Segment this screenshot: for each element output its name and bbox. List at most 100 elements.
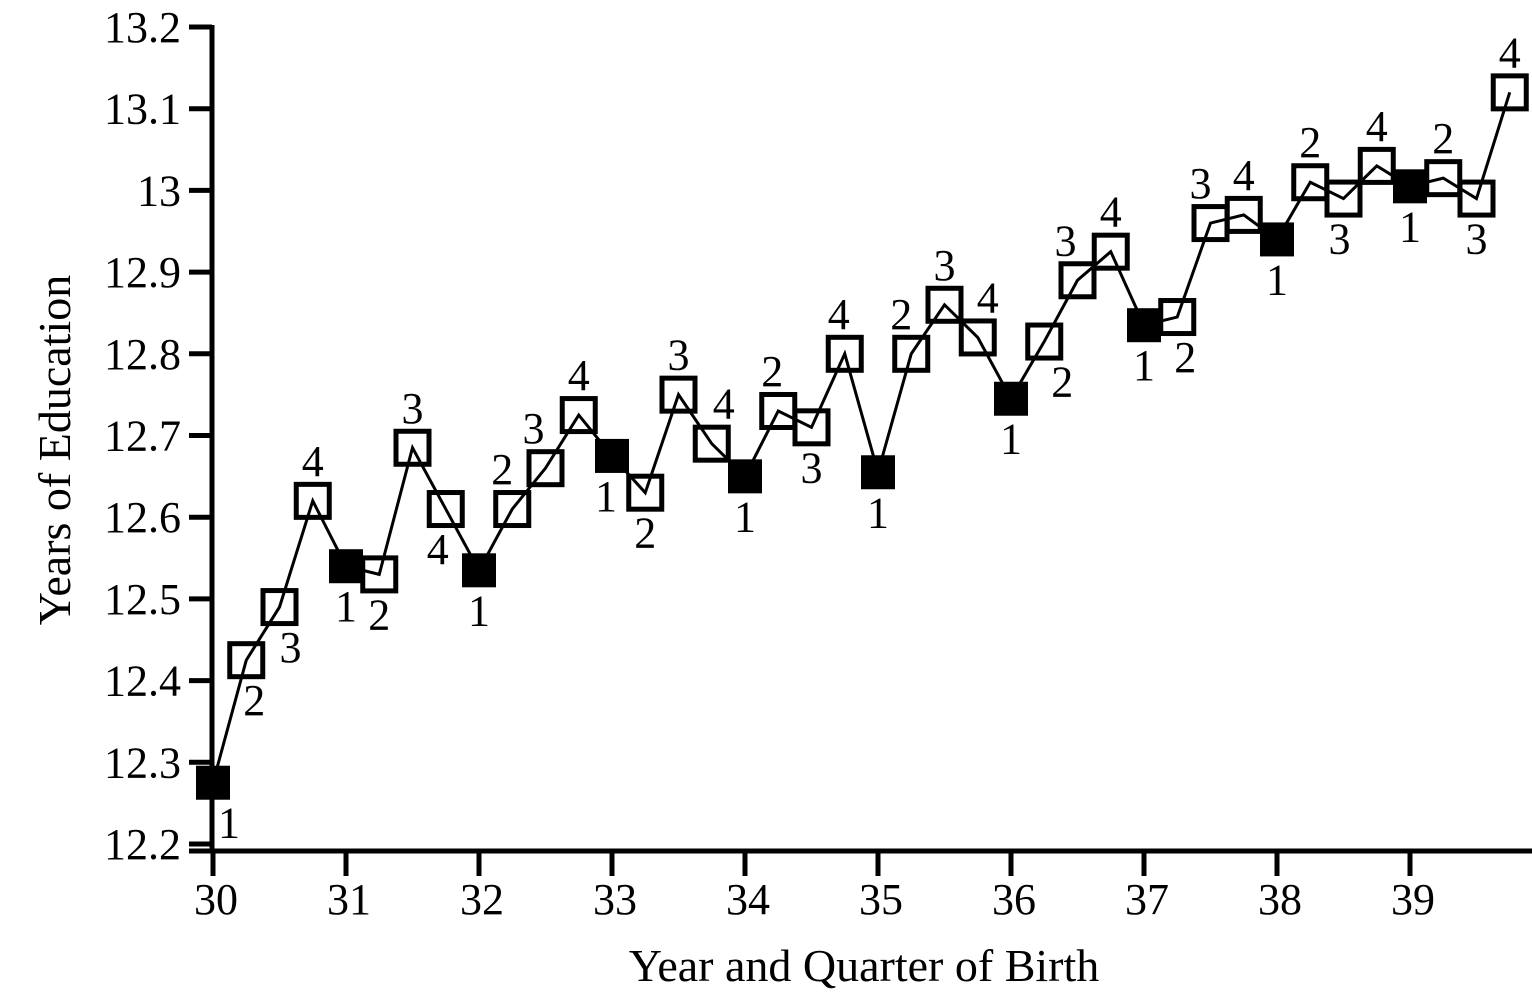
quarter-label-38q3: 3 [1329, 215, 1351, 264]
marker-open-35q3 [925, 285, 964, 324]
quarter-label-34q4: 4 [828, 290, 850, 339]
marker-open-33q2 [626, 473, 665, 512]
y-tick-label: 13.1 [104, 85, 181, 134]
marker-open-37q2 [1158, 298, 1197, 337]
quarter-label-38q4: 4 [1366, 102, 1388, 151]
y-tick-label: 12.3 [104, 738, 181, 787]
y-tick-label: 12.7 [104, 412, 181, 461]
quarter-label-36q2: 2 [1051, 358, 1073, 407]
x-tick-label: 32 [460, 875, 504, 924]
quarter-label-37q3: 3 [1190, 159, 1212, 208]
marker-filled-34q1 [728, 459, 762, 494]
quarter-label-31q4: 4 [427, 525, 449, 574]
quarter-label-36q4: 4 [1100, 188, 1122, 237]
data-line [211, 91, 1512, 784]
x-tick-label: 31 [327, 875, 371, 924]
y-tick-label: 12.5 [104, 575, 181, 624]
quarter-label-30q2: 2 [243, 676, 265, 725]
marker-open-30q3 [260, 588, 299, 627]
marker-open-34q3 [792, 408, 831, 447]
x-tick-label: 33 [593, 875, 637, 924]
quarter-label-33q3: 3 [668, 331, 690, 380]
quarter-label-31q3: 3 [402, 384, 424, 433]
marker-open-39q2 [1424, 159, 1463, 198]
marker-open-36q2 [1025, 322, 1064, 361]
marker-open-31q4 [426, 490, 465, 529]
marker-open-31q2 [360, 555, 399, 594]
marker-open-32q4 [559, 396, 598, 435]
quarter-label-30q4: 4 [302, 437, 324, 486]
marker-open-31q3 [393, 428, 432, 467]
y-tick-label: 12.8 [104, 330, 181, 379]
marker-filled-32q1 [462, 553, 496, 588]
y-tick-label: 12.9 [104, 248, 181, 297]
marker-open-30q2 [227, 641, 266, 680]
y-tick-label: 12.6 [104, 493, 181, 542]
x-tick-label: 39 [1391, 875, 1435, 924]
quarter-label-39q3: 3 [1466, 215, 1488, 264]
quarter-label-35q4: 4 [977, 273, 999, 322]
quarter-label-32q4: 4 [568, 351, 590, 400]
quarter-label-37q2: 2 [1174, 333, 1196, 382]
quarter-label-34q1: 1 [734, 492, 756, 541]
marker-open-35q2 [892, 334, 931, 373]
quarter-label-33q1: 1 [595, 472, 617, 521]
x-tick-label: 34 [726, 875, 770, 924]
quarter-label-30q3: 3 [280, 623, 302, 672]
marker-open-36q4 [1091, 232, 1130, 271]
x-tick-label: 36 [992, 875, 1036, 924]
y-tick-label: 12.2 [104, 820, 181, 869]
x-tick-label: 35 [859, 875, 903, 924]
marker-open-37q4 [1224, 195, 1263, 234]
marker-open-30q4 [293, 481, 332, 520]
marker-open-33q4 [692, 424, 731, 463]
quarter-label-36q1: 1 [1000, 415, 1022, 464]
marker-filled-33q1 [595, 438, 629, 473]
quarter-label-35q2: 2 [890, 290, 912, 339]
y-axis-title: Years of Education [29, 274, 80, 626]
quarter-label-32q1: 1 [468, 586, 490, 635]
marker-filled-37q1 [1127, 308, 1161, 343]
quarter-label-33q4: 4 [713, 380, 735, 429]
quarter-label-32q2: 2 [491, 445, 513, 494]
quarter-label-35q1: 1 [867, 488, 889, 537]
quarter-label-31q1: 1 [335, 582, 357, 631]
quarter-label-30q1: 1 [218, 799, 240, 848]
marker-open-36q3 [1058, 261, 1097, 300]
marker-open-39q4 [1490, 73, 1529, 112]
marker-filled-36q1 [994, 381, 1028, 416]
quarter-label-34q2: 2 [761, 347, 783, 396]
marker-open-35q4 [958, 318, 997, 357]
quarter-label-35q3: 3 [934, 241, 956, 290]
marker-filled-38q1 [1260, 222, 1294, 257]
quarter-label-31q2: 2 [368, 590, 390, 639]
y-tick-label: 13 [137, 166, 181, 215]
marker-filled-35q1 [861, 455, 895, 490]
marker-filled-30q1 [196, 765, 230, 800]
marker-filled-31q1 [329, 549, 363, 584]
quarter-label-32q3: 3 [523, 404, 545, 453]
quarter-label-39q1: 1 [1399, 202, 1421, 251]
marker-filled-39q1 [1393, 169, 1427, 204]
quarter-label-33q2: 2 [634, 509, 656, 558]
quarter-label-37q4: 4 [1233, 151, 1255, 200]
quarter-label-38q1: 1 [1266, 255, 1288, 304]
x-axis-title: Year and Quarter of Birth [628, 940, 1100, 991]
x-tick-label: 30 [194, 875, 238, 924]
quarter-label-34q3: 3 [801, 443, 823, 492]
marker-open-32q2 [493, 490, 532, 529]
marker-open-38q4 [1357, 146, 1396, 185]
marker-open-34q4 [825, 334, 864, 373]
y-tick-label: 12.4 [104, 657, 181, 706]
marker-open-39q3 [1457, 179, 1496, 218]
marker-open-33q3 [659, 375, 698, 414]
marker-open-38q3 [1324, 179, 1363, 218]
quarter-label-37q1: 1 [1133, 341, 1155, 390]
quarter-label-39q4: 4 [1499, 28, 1521, 77]
quarter-label-39q2: 2 [1432, 114, 1454, 163]
quarter-label-38q2: 2 [1299, 118, 1321, 167]
x-tick-label: 38 [1258, 875, 1302, 924]
x-tick-label: 37 [1125, 875, 1169, 924]
